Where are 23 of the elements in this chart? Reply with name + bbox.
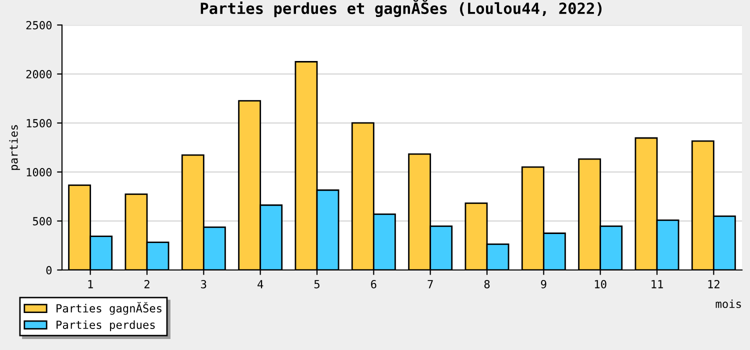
x-tick-label: 1 bbox=[88, 280, 93, 288]
x-tick-label: 10 bbox=[594, 280, 606, 288]
x-tick-label: 2 bbox=[144, 280, 150, 288]
legend-label: Parties gagnĂŠes bbox=[56, 302, 162, 315]
x-tick-label: 4 bbox=[258, 280, 264, 288]
y-axis-title: parties bbox=[9, 125, 20, 170]
y-tick-label: 2000 bbox=[26, 70, 52, 78]
x-tick-label: 9 bbox=[541, 280, 546, 288]
y-tick-label: 500 bbox=[32, 217, 52, 226]
chart-title: Parties perdues et gagnĂŠes (Loulou44, 2022) bbox=[200, 0, 602, 18]
x-axis-title: mois bbox=[716, 299, 741, 308]
y-tick-label: 1500 bbox=[26, 119, 52, 128]
y-tick-label: 1000 bbox=[26, 168, 52, 176]
x-tick-label: 6 bbox=[371, 280, 376, 288]
y-tick-label: 0 bbox=[46, 266, 52, 274]
legend-label: Parties perdues bbox=[56, 320, 155, 332]
x-tick-label: 8 bbox=[484, 280, 490, 288]
x-tick-label: 5 bbox=[314, 280, 320, 288]
x-tick-label: 11 bbox=[652, 280, 663, 288]
x-tick-label: 12 bbox=[708, 280, 720, 288]
x-tick-label: 7 bbox=[428, 280, 433, 288]
y-tick-label: 2500 bbox=[26, 21, 52, 30]
x-tick-label: 3 bbox=[201, 280, 206, 288]
